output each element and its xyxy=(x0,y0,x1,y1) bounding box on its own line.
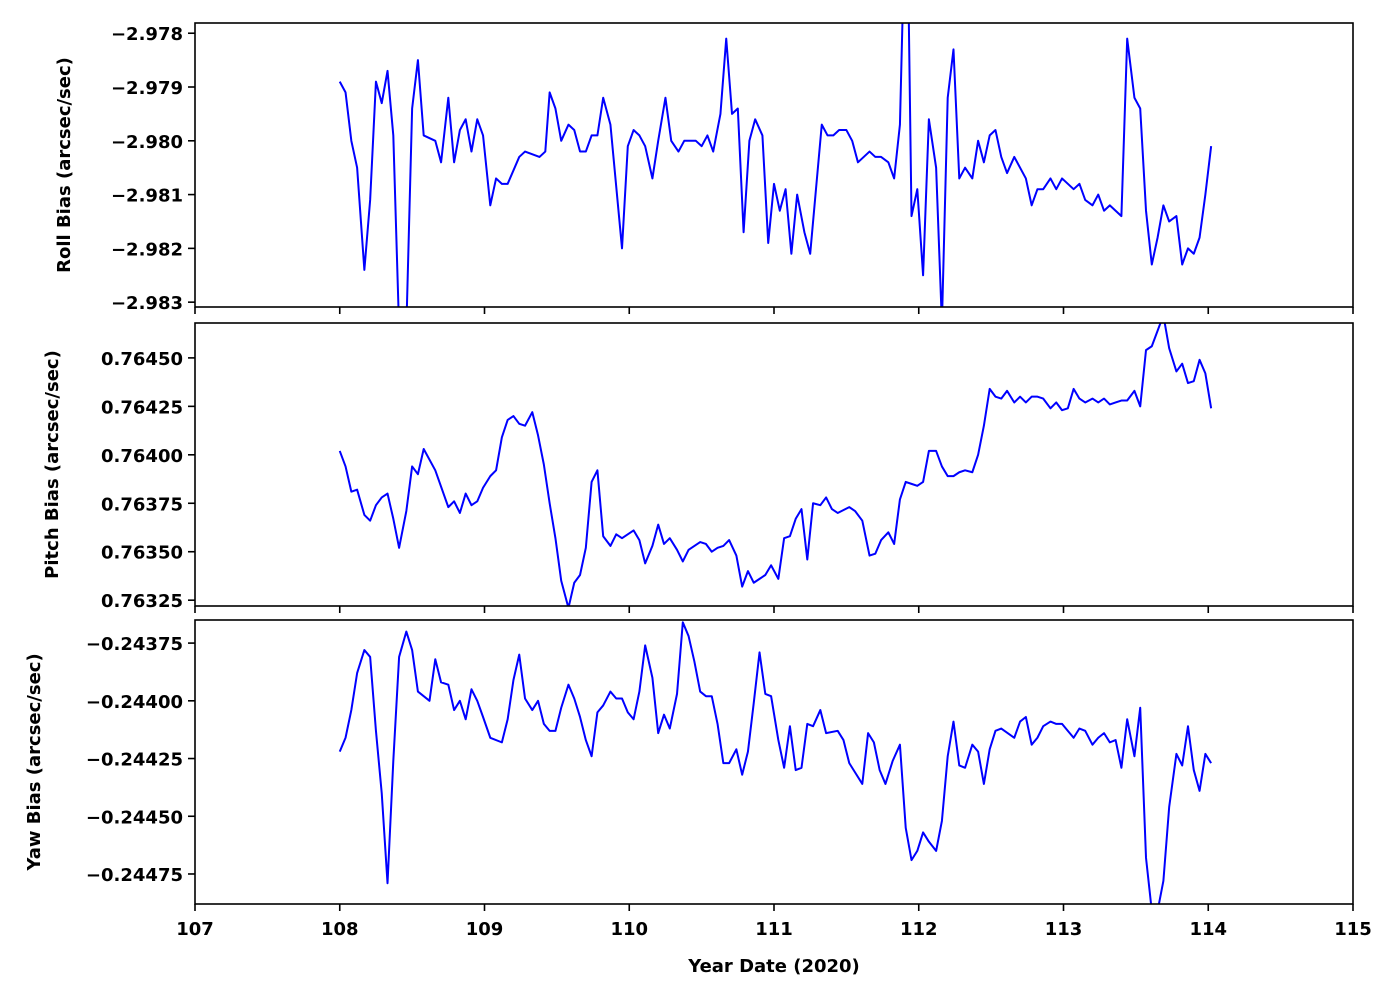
y-axis-label: Pitch Bias (arcsec/sec) xyxy=(42,350,63,579)
y-axis-label: Yaw Bias (arcsec/sec) xyxy=(24,653,45,871)
y-tick-label: 0.76375 xyxy=(101,494,183,515)
y-tick-label: −0.24400 xyxy=(86,692,183,713)
x-tick-label: 109 xyxy=(466,919,504,940)
y-tick-label: −2.983 xyxy=(111,293,183,314)
y-axis-label: Roll Bias (arcsec/sec) xyxy=(54,57,75,273)
plot-frame xyxy=(194,619,1354,905)
y-tick-label: 0.76450 xyxy=(101,349,183,370)
x-tick-label: 115 xyxy=(1334,919,1372,940)
x-tick-label: 113 xyxy=(1045,919,1083,940)
y-tick-label: −2.980 xyxy=(111,132,183,153)
y-tick-label: 0.76425 xyxy=(101,397,183,418)
x-tick-label: 110 xyxy=(610,919,648,940)
y-tick-label: 0.76325 xyxy=(101,591,183,612)
x-tick-label: 112 xyxy=(900,919,938,940)
y-tick-label: −2.979 xyxy=(111,78,183,99)
x-tick-label: 111 xyxy=(755,919,793,940)
plot-frame xyxy=(194,322,1354,607)
y-tick-label: −0.24475 xyxy=(86,865,183,886)
x-axis-label: Year Date (2020) xyxy=(687,956,860,977)
y-tick-label: −0.24375 xyxy=(86,634,183,655)
y-tick-label: −0.24425 xyxy=(86,750,183,771)
y-tick-label: −2.978 xyxy=(111,24,183,45)
x-tick-label: 107 xyxy=(176,919,214,940)
y-tick-label: −2.982 xyxy=(111,239,183,260)
x-tick-label: 108 xyxy=(321,919,359,940)
y-tick-label: −0.24450 xyxy=(86,807,183,828)
plot-frame xyxy=(194,22,1354,308)
x-tick-label: 114 xyxy=(1189,919,1227,940)
y-tick-label: 0.76400 xyxy=(101,446,183,467)
y-tick-label: 0.76350 xyxy=(101,543,183,564)
y-tick-label: −2.981 xyxy=(111,186,183,207)
data-line xyxy=(338,323,1213,606)
data-line xyxy=(338,23,1213,307)
data-line xyxy=(338,621,1212,904)
